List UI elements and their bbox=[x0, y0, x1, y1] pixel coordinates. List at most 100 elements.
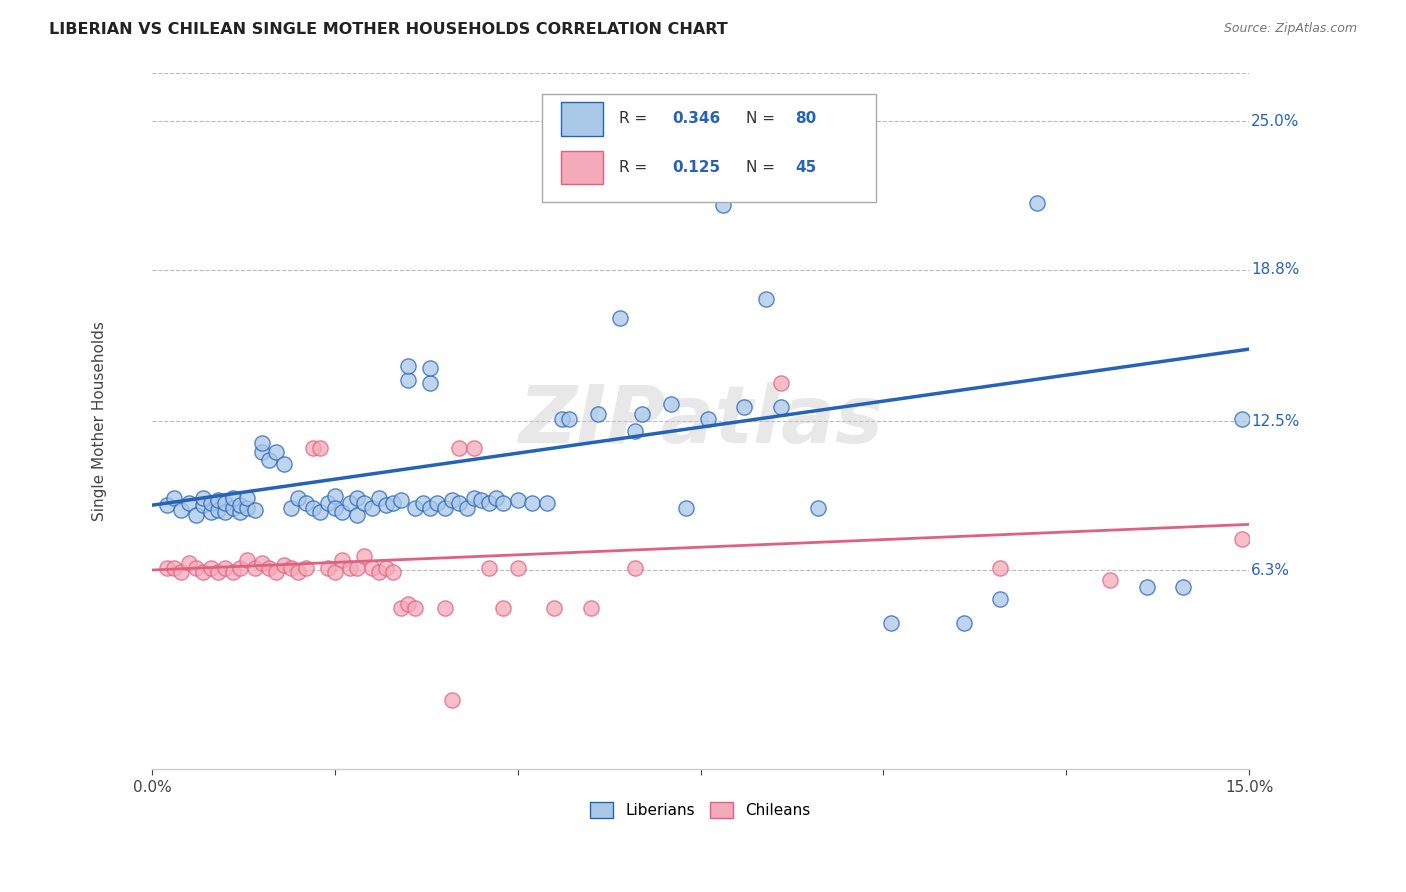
Point bbox=[586, 407, 609, 421]
Text: N =: N = bbox=[745, 112, 779, 127]
Point bbox=[250, 556, 273, 570]
Point bbox=[339, 560, 361, 574]
Point bbox=[367, 491, 389, 505]
Point bbox=[266, 566, 288, 580]
Point bbox=[221, 566, 243, 580]
Point bbox=[807, 500, 830, 515]
Point bbox=[990, 591, 1012, 606]
Text: LIBERIAN VS CHILEAN SINGLE MOTHER HOUSEHOLDS CORRELATION CHART: LIBERIAN VS CHILEAN SINGLE MOTHER HOUSEH… bbox=[49, 22, 728, 37]
Point bbox=[353, 496, 375, 510]
Point bbox=[323, 489, 346, 503]
Point bbox=[346, 508, 368, 522]
Point bbox=[294, 560, 316, 574]
Point bbox=[449, 496, 471, 510]
Point bbox=[477, 560, 499, 574]
Point bbox=[302, 500, 325, 515]
Text: ZIPatlas: ZIPatlas bbox=[517, 382, 883, 460]
Point bbox=[193, 566, 215, 580]
Text: 80: 80 bbox=[794, 112, 815, 127]
Point bbox=[579, 601, 602, 615]
Point bbox=[367, 566, 389, 580]
Point bbox=[522, 496, 544, 510]
Point bbox=[440, 692, 463, 706]
Point bbox=[170, 566, 193, 580]
Point bbox=[1136, 580, 1159, 594]
Point bbox=[250, 445, 273, 459]
Point bbox=[316, 560, 339, 574]
Point bbox=[163, 491, 186, 505]
Point bbox=[1026, 195, 1049, 210]
Point bbox=[609, 310, 631, 325]
Point bbox=[389, 601, 412, 615]
Point bbox=[200, 496, 222, 510]
Point bbox=[1173, 580, 1195, 594]
Point bbox=[396, 597, 419, 611]
Point bbox=[177, 556, 200, 570]
Point bbox=[990, 560, 1012, 574]
Point bbox=[659, 397, 682, 411]
Point bbox=[250, 435, 273, 450]
Point bbox=[360, 560, 382, 574]
Point bbox=[1230, 532, 1253, 546]
Text: R =: R = bbox=[620, 161, 652, 175]
Point bbox=[177, 496, 200, 510]
Point bbox=[433, 601, 456, 615]
Point bbox=[543, 601, 565, 615]
Point bbox=[330, 505, 353, 519]
Point bbox=[287, 566, 309, 580]
Point bbox=[404, 500, 426, 515]
Point bbox=[623, 560, 645, 574]
Point bbox=[193, 491, 215, 505]
Point bbox=[412, 496, 434, 510]
Point bbox=[309, 441, 332, 455]
Point bbox=[675, 500, 697, 515]
Point bbox=[449, 441, 471, 455]
Point bbox=[755, 292, 778, 306]
Point bbox=[243, 560, 266, 574]
Point bbox=[207, 566, 229, 580]
Point bbox=[243, 503, 266, 517]
FancyBboxPatch shape bbox=[561, 151, 603, 185]
Point bbox=[339, 496, 361, 510]
Point bbox=[229, 498, 252, 512]
Text: Single Mother Households: Single Mother Households bbox=[91, 321, 107, 521]
Point bbox=[207, 503, 229, 517]
Point bbox=[419, 500, 441, 515]
Text: 6.3%: 6.3% bbox=[1251, 563, 1291, 577]
Point bbox=[389, 493, 412, 508]
Point bbox=[200, 505, 222, 519]
Point bbox=[214, 505, 236, 519]
Point bbox=[477, 496, 499, 510]
Point bbox=[463, 491, 485, 505]
Point bbox=[280, 560, 302, 574]
Point bbox=[236, 553, 259, 567]
Point bbox=[550, 411, 572, 425]
Point bbox=[323, 500, 346, 515]
Point bbox=[631, 407, 654, 421]
FancyBboxPatch shape bbox=[561, 103, 603, 136]
Point bbox=[309, 505, 332, 519]
Point bbox=[1230, 411, 1253, 425]
Point bbox=[419, 361, 441, 376]
Text: N =: N = bbox=[745, 161, 779, 175]
Point bbox=[273, 558, 295, 573]
Point bbox=[506, 560, 529, 574]
Text: Source: ZipAtlas.com: Source: ZipAtlas.com bbox=[1223, 22, 1357, 36]
Point bbox=[323, 566, 346, 580]
Point bbox=[287, 491, 309, 505]
Point bbox=[711, 198, 734, 212]
Point bbox=[156, 498, 179, 512]
Point bbox=[273, 458, 295, 472]
Point bbox=[396, 359, 419, 373]
Point bbox=[382, 496, 405, 510]
Point bbox=[294, 496, 316, 510]
Text: 0.125: 0.125 bbox=[672, 161, 720, 175]
Point bbox=[404, 601, 426, 615]
Point bbox=[236, 491, 259, 505]
Point bbox=[396, 373, 419, 387]
Point bbox=[156, 560, 179, 574]
Point bbox=[280, 500, 302, 515]
Point bbox=[236, 500, 259, 515]
Point bbox=[360, 500, 382, 515]
Point bbox=[200, 560, 222, 574]
